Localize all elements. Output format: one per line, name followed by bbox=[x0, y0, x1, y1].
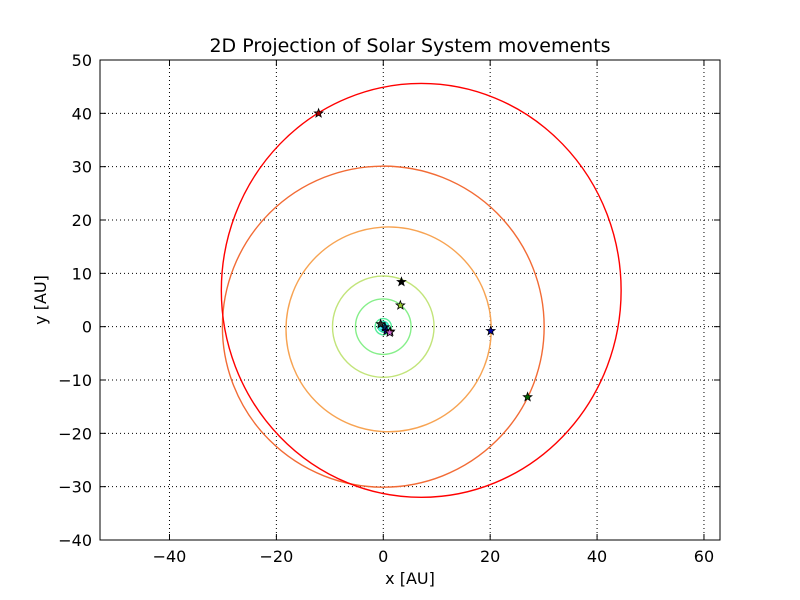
y-tick-label: 10 bbox=[72, 264, 92, 283]
body-position-marker bbox=[522, 391, 533, 402]
body-position-marker bbox=[313, 107, 324, 118]
plot-area: −40 −20 0 20 40 60 −40 −30 −20 −10 0 10 20 30 40 50 bbox=[58, 51, 721, 566]
y-tick-label: 30 bbox=[72, 158, 92, 177]
chart-title: 2D Projection of Solar System movements bbox=[209, 35, 610, 57]
orbit-path bbox=[331, 275, 435, 379]
body-position-marker bbox=[384, 326, 396, 338]
y-tick-label: 40 bbox=[72, 104, 92, 123]
markers-group bbox=[313, 107, 533, 402]
body-position-marker bbox=[485, 325, 497, 336]
x-tick-label: 20 bbox=[480, 547, 500, 566]
y-tick-label: −30 bbox=[58, 478, 92, 497]
orbit-path bbox=[354, 298, 412, 356]
orbit-path bbox=[221, 165, 545, 488]
orbit-path bbox=[220, 82, 622, 499]
x-tick-label: 0 bbox=[378, 547, 388, 566]
x-tick-label: 40 bbox=[587, 547, 607, 566]
y-tick-label: −20 bbox=[58, 424, 92, 443]
body-position-marker bbox=[395, 299, 406, 310]
y-tick-label: 0 bbox=[82, 318, 92, 337]
x-tick-label: −20 bbox=[259, 547, 293, 566]
y-tick-label: 20 bbox=[72, 211, 92, 230]
body-position-marker bbox=[375, 318, 386, 329]
plot-frame bbox=[99, 59, 721, 541]
x-axis-title: x [AU] bbox=[385, 569, 435, 588]
y-tick-label: −10 bbox=[58, 371, 92, 390]
y-axis-title: y [AU] bbox=[31, 275, 50, 325]
body-position-marker bbox=[396, 276, 407, 287]
x-tick-label: 60 bbox=[694, 547, 714, 566]
y-tick-label: −40 bbox=[58, 531, 92, 550]
y-tick-label: 50 bbox=[72, 51, 92, 70]
x-tick-label: −40 bbox=[153, 547, 187, 566]
orbit-path bbox=[374, 317, 393, 336]
